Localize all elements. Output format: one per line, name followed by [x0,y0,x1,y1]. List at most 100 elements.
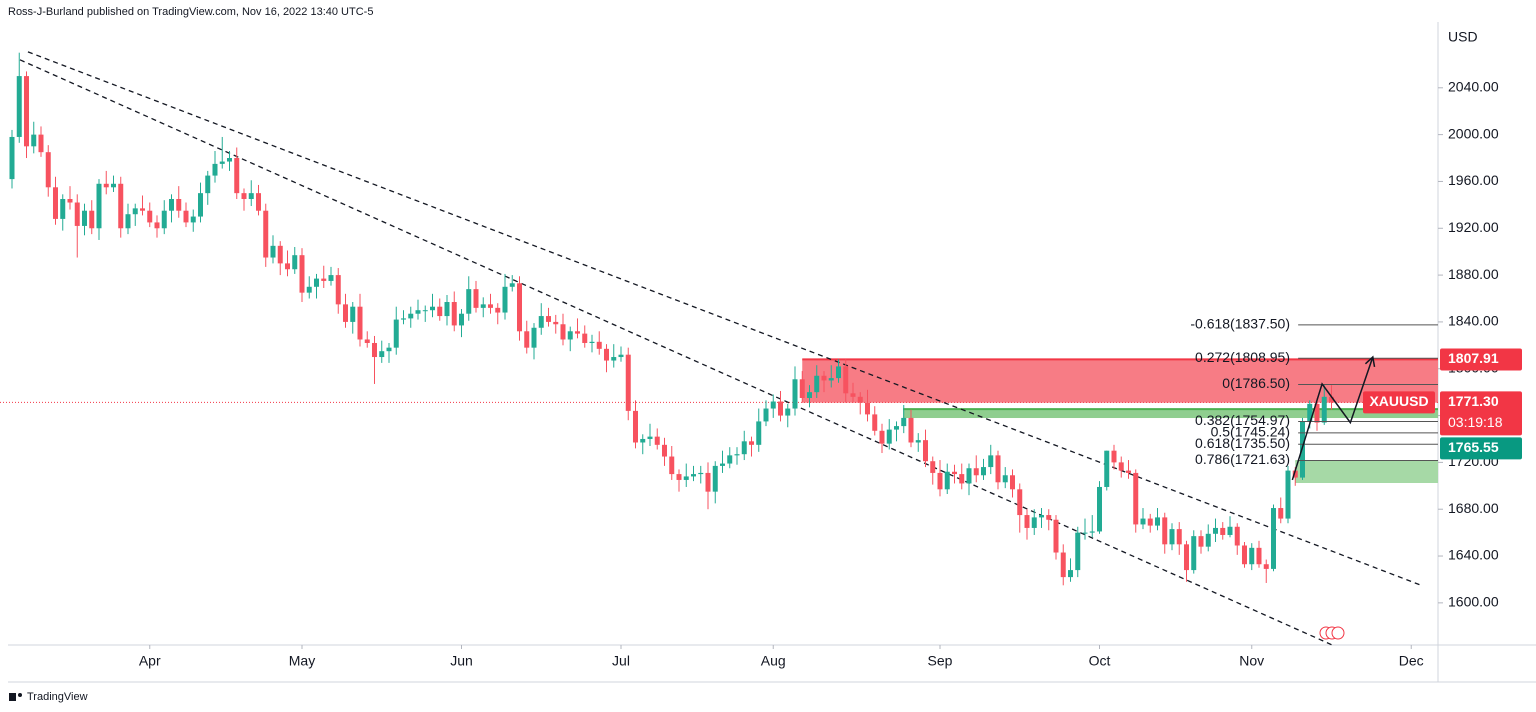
zone [1295,460,1438,483]
candle-body [596,341,602,349]
candle-body [835,366,841,379]
candle-body [31,134,37,147]
candle-body [1075,532,1081,571]
candle-body [1154,517,1160,526]
candle-body [589,341,595,343]
candle-body [487,304,493,308]
x-tick-label: Jun [450,653,473,669]
candle-body [255,193,261,211]
fib-label: 0.382(1754.97) [1195,412,1290,428]
x-tick-label: Apr [139,653,161,669]
candle-body [110,183,116,188]
symbol-tag-box [1363,391,1435,414]
candle-body [306,286,312,293]
candle-body [1060,552,1066,578]
candle-body [879,430,885,444]
candle-body [712,465,718,492]
candle-body [132,208,138,215]
candle-body [1096,486,1102,532]
candle-body [197,193,203,217]
fib-label: -0.618(1837.50) [1190,316,1290,332]
candle-body [458,313,464,326]
y-tick-label: 1640.00 [1448,547,1499,563]
candle-body [52,187,58,219]
candle-body [640,438,646,443]
candle-body [1162,517,1168,545]
candle-body [219,161,225,164]
candle-body [567,331,573,340]
candle-body [785,408,791,416]
price-tag: 1765.55 [1448,439,1499,455]
candle-body [531,327,537,348]
candle-body [1024,515,1030,528]
candle-body [400,318,406,320]
candle-body [241,193,247,200]
candle-body [690,474,696,477]
candle-body [625,354,631,411]
candle-body [473,289,479,308]
x-tick-label: Oct [1089,653,1111,669]
candle-body [1270,508,1276,569]
fib-label: 0.618(1735.50) [1195,435,1290,451]
candle-body [1089,531,1095,533]
candle-body [1017,489,1023,516]
candle-body [371,342,377,358]
candle-body [893,426,899,430]
price-tag-box [1440,348,1522,371]
candle-body [930,461,936,473]
candle-body [973,468,979,476]
candle-body [67,199,73,203]
candle-body [1328,396,1334,403]
candle-body [60,199,66,219]
candle-body [248,193,254,200]
candle-body [944,471,950,490]
candle-body [1249,547,1255,565]
candle-body [799,379,805,399]
candle-body [1198,536,1204,547]
candle-body [698,472,704,475]
candle-body [792,379,798,409]
candle-body [147,210,153,223]
candle-body [843,366,849,394]
candle-body [415,310,421,314]
candle-body [886,429,892,444]
candle-body [538,316,544,328]
candle-body [103,183,109,188]
candle-body [1133,472,1139,525]
candle-body [23,76,29,147]
candle-body [661,444,667,457]
candle-body [763,408,769,422]
symbol-tag: XAUUSD [1369,393,1428,409]
candle-body [154,222,160,229]
candle-body [806,392,812,399]
candle-body [16,76,22,137]
candle-body [1082,532,1088,534]
candle-body [422,310,428,312]
candle-body [321,278,327,281]
candle-body [814,375,820,393]
candle-body [980,467,986,476]
candle-body [1263,564,1269,569]
candle-body [553,321,559,325]
y-tick-label: 1600.00 [1448,594,1499,610]
candle-body [1191,536,1197,571]
price-tag: 1807.91 [1448,350,1499,366]
candle-body [647,436,653,439]
candle-body [502,286,508,313]
currency: USD [1448,29,1478,45]
candle-body [379,351,385,358]
candle-body [1183,544,1189,571]
candle-body [988,455,994,468]
candle-body [850,393,856,397]
last-price-box [1440,391,1522,436]
projection-path [1291,356,1374,481]
fib-label: 0.5(1745.24) [1211,424,1290,440]
candle-body [1067,570,1073,578]
zone [802,359,1438,403]
candle-body [901,417,907,427]
candle-body [1118,462,1124,471]
candle-body [1053,519,1059,553]
x-tick-label: Dec [1399,653,1424,669]
candle-body [951,471,957,475]
candle-body [1292,470,1298,478]
